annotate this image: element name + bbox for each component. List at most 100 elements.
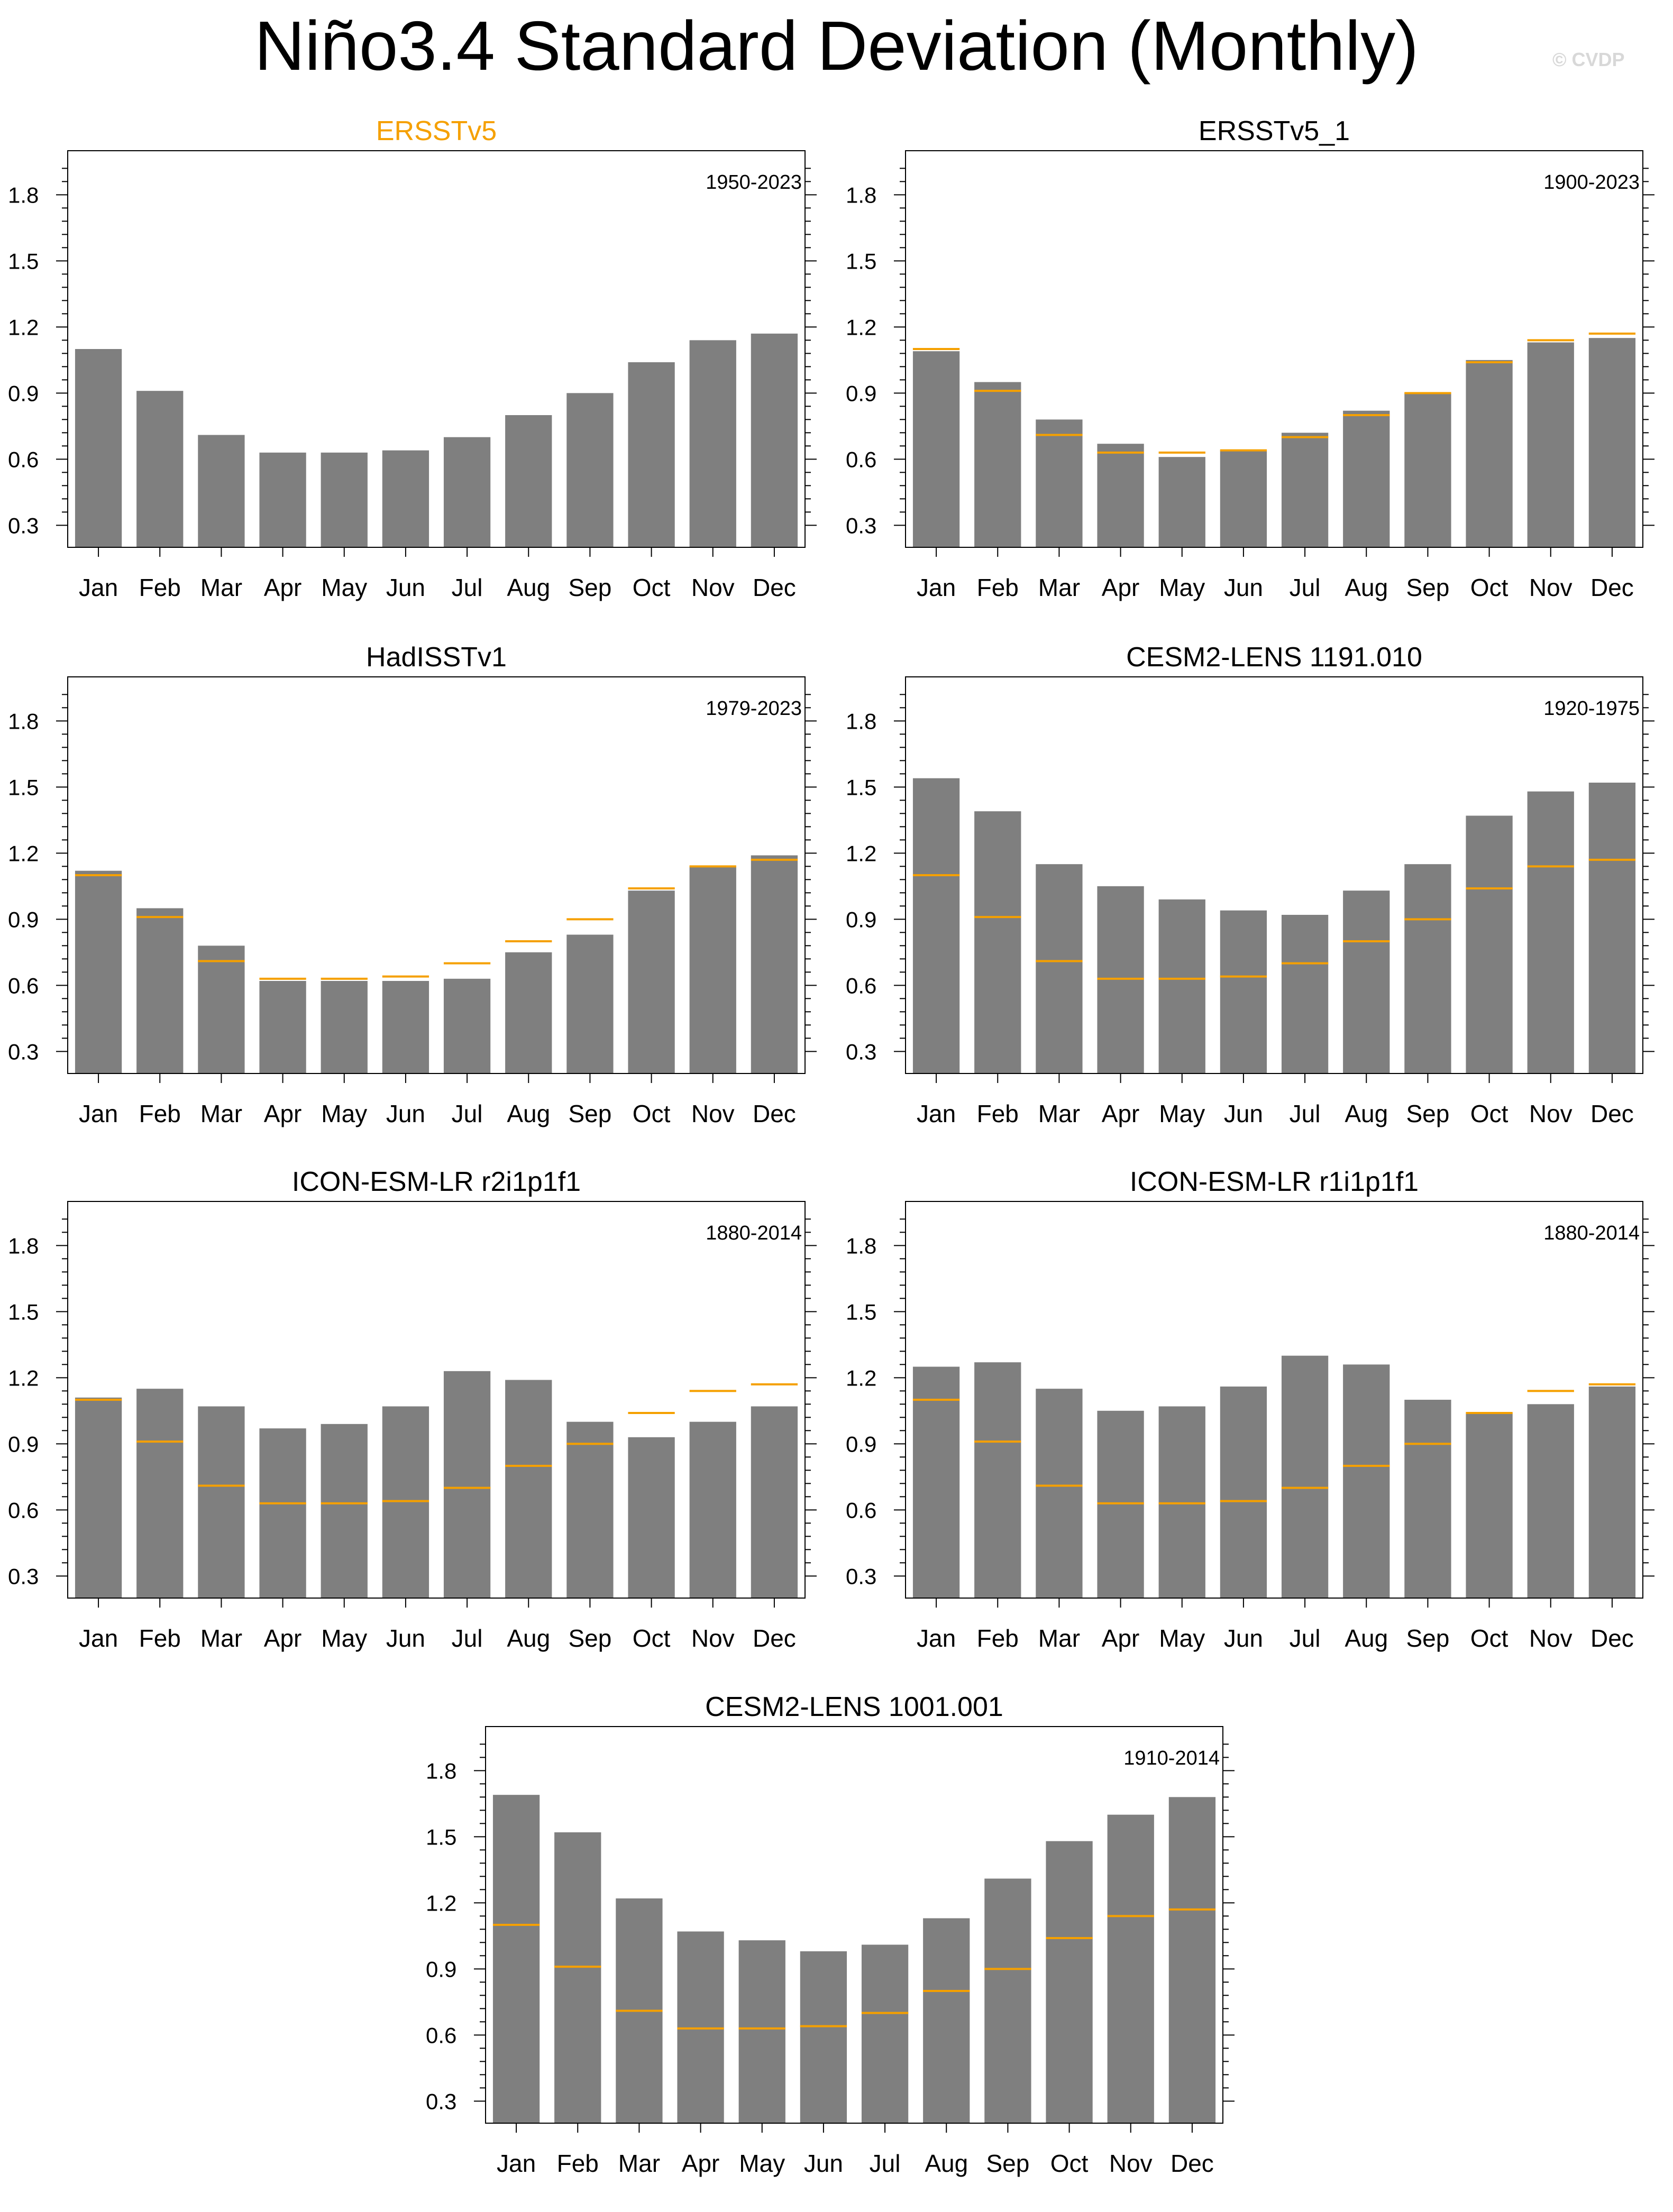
y-tick-label: 1.2: [8, 315, 39, 339]
bar: [443, 978, 491, 1073]
bar: [1343, 1364, 1390, 1598]
chart-panel: 0.3 0.6 0.9 1.2 1.5 1.8 Jan Feb Mar Apr May Jun Jul A…: [846, 116, 1654, 601]
x-tick-label: Jan: [917, 1624, 956, 1652]
x-tick-label: Jan: [79, 574, 118, 601]
x-tick-label: Mar: [200, 1624, 242, 1652]
bar: [1097, 444, 1144, 547]
x-tick-label: Jan: [79, 1624, 118, 1652]
x-tick-label: Aug: [925, 2150, 968, 2177]
bar: [1466, 1413, 1513, 1598]
x-tick-label: Aug: [1345, 1100, 1388, 1127]
y-tick-label: 1.8: [846, 1233, 876, 1258]
bar: [259, 981, 306, 1073]
x-tick-label: Apr: [1102, 1624, 1140, 1652]
bar: [628, 891, 675, 1073]
period-label: 1979-2023: [706, 697, 802, 720]
plot-frame: [67, 1201, 806, 1599]
bar: [1343, 891, 1390, 1073]
x-tick-label: Feb: [977, 574, 1019, 601]
x-tick-label: Sep: [568, 1624, 611, 1652]
x-tick-label: May: [321, 1624, 367, 1652]
bar: [75, 870, 122, 1073]
bar: [198, 1406, 245, 1598]
x-tick-label: Nov: [1529, 574, 1573, 601]
bar: [1588, 1387, 1636, 1598]
x-tick-label: Nov: [691, 1100, 735, 1127]
period-label: 1950-2023: [706, 171, 802, 194]
bar: [689, 1421, 736, 1598]
x-tick-label: Sep: [568, 574, 611, 601]
y-tick-label: 0.6: [846, 973, 876, 998]
y-tick-label: 1.5: [846, 1299, 876, 1324]
bar: [321, 1424, 368, 1598]
y-tick-label: 0.9: [846, 381, 876, 406]
x-tick-label: Apr: [264, 574, 302, 601]
panel-title: ERSSTv5: [376, 116, 497, 146]
y-tick-label: 1.8: [846, 182, 876, 207]
plot-frame: [905, 1201, 1643, 1599]
bar: [1281, 1355, 1329, 1598]
bar: [198, 946, 245, 1073]
x-tick-label: May: [1159, 1624, 1205, 1652]
x-tick-label: Jun: [1224, 1624, 1263, 1652]
bar: [492, 1795, 540, 2123]
x-tick-label: Oct: [633, 574, 671, 601]
y-tick-label: 0.3: [846, 1564, 876, 1589]
x-tick-label: Sep: [1406, 574, 1449, 601]
y-tick-label: 1.8: [426, 1758, 456, 1783]
y-tick-label: 0.3: [846, 513, 876, 538]
x-tick-label: Jul: [452, 574, 483, 601]
bar: [321, 452, 368, 547]
watermark: © CVDP: [1552, 49, 1625, 70]
bar: [1527, 791, 1574, 1073]
x-tick-label: Mar: [1038, 1100, 1080, 1127]
x-tick-label: May: [1159, 1100, 1205, 1127]
panel-title: ICON-ESM-LR r1i1p1f1: [1130, 1167, 1419, 1197]
panel-title: CESM2-LENS 1001.001: [705, 1692, 1003, 1722]
bar: [974, 1362, 1021, 1598]
bar: [1220, 450, 1267, 547]
x-tick-label: Apr: [264, 1624, 302, 1652]
bar: [75, 1397, 122, 1598]
x-tick-label: Nov: [691, 574, 735, 601]
bar: [259, 452, 306, 547]
bar: [1220, 1387, 1267, 1598]
x-tick-label: Jun: [386, 574, 425, 601]
bar: [1097, 1410, 1144, 1598]
y-tick-label: 0.6: [8, 973, 39, 998]
bar: [861, 1944, 909, 2123]
x-tick-label: Dec: [1590, 574, 1634, 601]
bar: [1097, 886, 1144, 1073]
period-label: 1910-2014: [1123, 1747, 1220, 1769]
x-tick-label: Oct: [633, 1624, 671, 1652]
y-tick-label: 0.9: [8, 1431, 39, 1456]
y-tick-label: 0.3: [8, 1039, 39, 1064]
bar: [1281, 433, 1329, 547]
y-tick-label: 0.9: [846, 1431, 876, 1456]
bar: [984, 1878, 1031, 2123]
bar: [1158, 899, 1205, 1073]
y-tick-label: 1.5: [846, 249, 876, 273]
x-tick-label: Feb: [139, 1100, 181, 1127]
bar: [1404, 864, 1451, 1073]
x-tick-label: Oct: [1470, 1100, 1509, 1127]
x-tick-label: Jun: [1224, 1100, 1263, 1127]
panel-title: CESM2-LENS 1191.010: [1126, 642, 1422, 673]
x-tick-label: Dec: [753, 574, 796, 601]
panel-title: HadISSTv1: [366, 642, 507, 673]
bar: [751, 333, 798, 547]
chart-panel: 0.3 0.6 0.9 1.2 1.5 1.8 Jan Feb Mar Apr May Jun Jul A…: [846, 642, 1654, 1127]
x-tick-label: Jul: [1290, 574, 1321, 601]
y-tick-label: 1.8: [846, 709, 876, 733]
bar: [628, 362, 675, 547]
bar: [1466, 360, 1513, 547]
panel-title: ICON-ESM-LR r2i1p1f1: [292, 1167, 581, 1197]
y-tick-label: 0.6: [8, 447, 39, 472]
bar: [1527, 1404, 1574, 1598]
period-label: 1920-1975: [1543, 697, 1640, 720]
chart-panel: 0.3 0.6 0.9 1.2 1.5 1.8 Jan Feb Mar Apr May Jun Jul A…: [426, 1692, 1235, 2177]
y-tick-label: 1.5: [846, 775, 876, 800]
y-tick-label: 0.6: [846, 447, 876, 472]
x-tick-label: Dec: [1171, 2150, 1214, 2177]
x-tick-label: Feb: [139, 574, 181, 601]
